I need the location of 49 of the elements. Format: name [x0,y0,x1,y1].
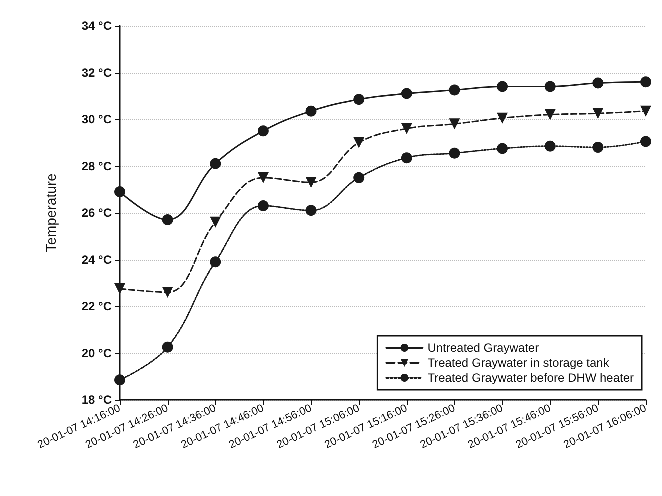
point [640,76,652,88]
point [640,136,652,148]
y-tick-label: 32 °C [82,66,112,80]
legend-label: Treated Graywater in storage tank [428,356,610,370]
y-tick-label: 34 °C [82,19,112,33]
point [114,186,126,198]
point [401,123,412,134]
point [162,342,174,353]
point [544,140,556,152]
point [306,205,317,216]
legend-label: Untreated Graywater [428,341,540,355]
point [449,84,460,96]
point [258,200,269,212]
point [640,106,652,117]
point [449,148,460,159]
y-tick-label: 18 °C [82,393,112,407]
point [258,172,269,184]
point [258,126,269,137]
point [162,214,174,226]
point [306,106,317,117]
y-tick-label: 26 °C [82,206,112,220]
point [354,137,365,148]
y-tick-label: 20 °C [82,346,112,360]
point [592,108,604,120]
legend-label: Treated Graywater before DHW heater [428,371,634,385]
point [210,158,222,170]
point [544,109,556,120]
point [210,216,222,228]
point [497,112,508,124]
point [497,81,508,92]
point [306,177,317,188]
y-tick-label: 30 °C [82,112,112,126]
y-tick-label: 24 °C [82,252,112,267]
point [401,88,412,100]
point [114,283,126,294]
point [401,152,412,164]
point [592,142,604,154]
point [544,81,556,92]
point [354,172,365,184]
point [497,143,508,154]
point [162,286,174,298]
point [210,256,222,268]
point [449,118,460,130]
y-tick-label: 22 °C [82,300,112,314]
point [114,374,126,386]
y-axis-title: Temperature [43,173,59,252]
point [354,94,365,106]
point [592,78,604,89]
y-tick-label: 28 °C [82,159,112,174]
